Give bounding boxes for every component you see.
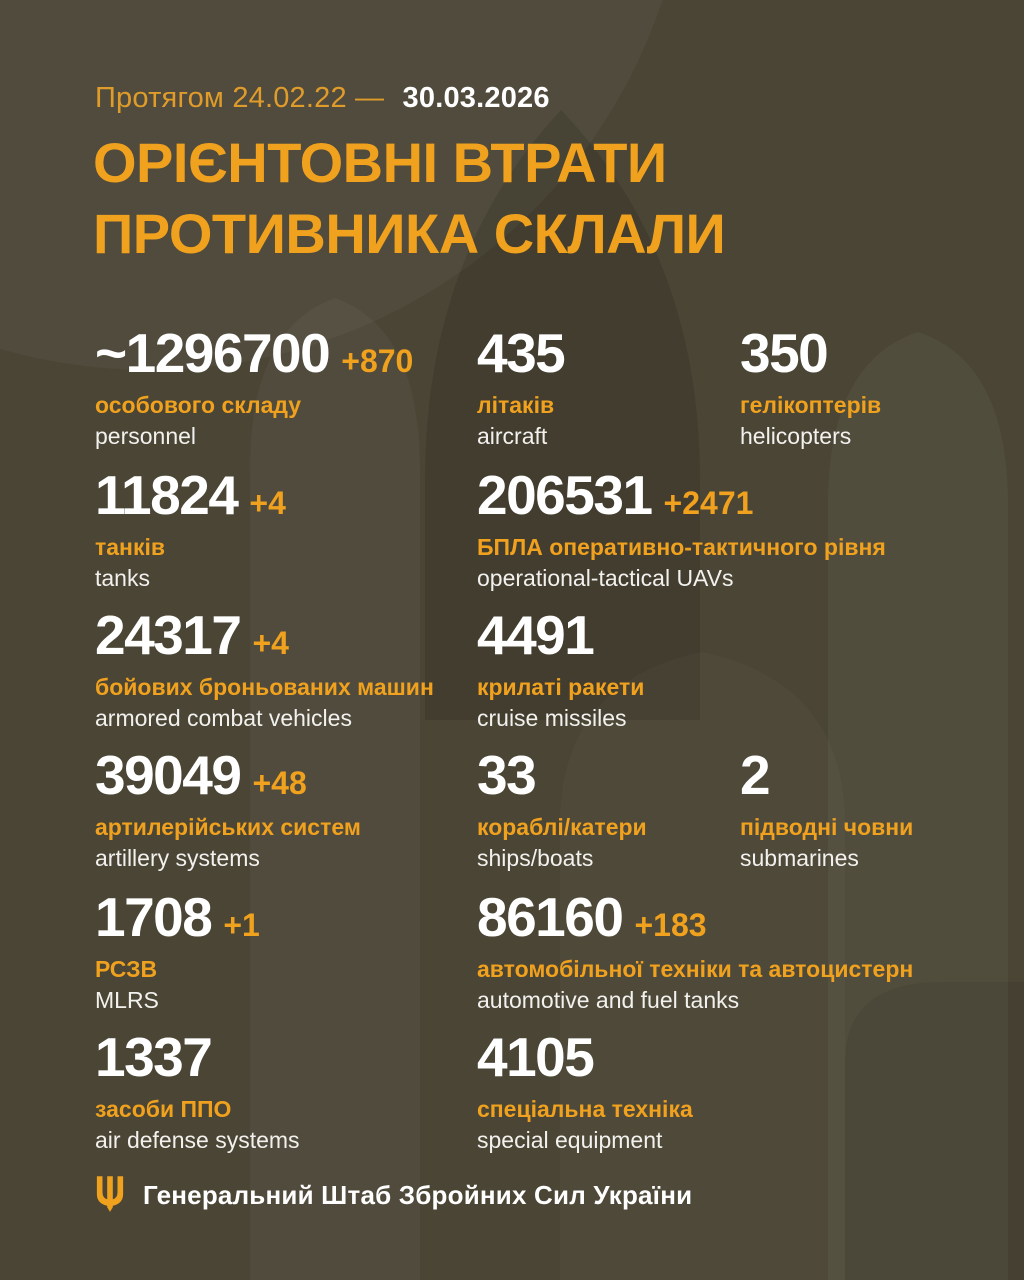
stat-label-en: tanks bbox=[95, 564, 150, 591]
stat-value: 350 bbox=[740, 322, 829, 384]
stat-label-en: ships/boats bbox=[477, 844, 594, 871]
stat-label-en: MLRS bbox=[95, 986, 159, 1013]
page-title: ОРІЄНТОВНІ ВТРАТИ ПРОТИВНИКА СКЛАЛИ bbox=[93, 128, 726, 269]
stat-value: 86160 bbox=[477, 886, 624, 948]
stat-label-en: submarines bbox=[740, 844, 859, 871]
stat-value: 2 bbox=[740, 744, 771, 806]
stat-value: 39049 bbox=[95, 744, 242, 806]
stat-submarines: 2 підводні човни submarines bbox=[740, 748, 913, 873]
stat-label-en: air defense systems bbox=[95, 1126, 300, 1153]
stat-label-uk: крилаті ракети bbox=[477, 674, 645, 700]
stat-label-uk: РСЗВ bbox=[95, 956, 158, 982]
period-start: Протягом 24.02.22 — bbox=[95, 82, 385, 114]
stat-value: 4491 bbox=[477, 604, 595, 666]
stat-label-uk: автомобільної техніки та автоцистерн bbox=[477, 956, 914, 982]
stat-label-uk: бойових броньованих машин bbox=[95, 674, 434, 700]
stat-tanks: 11824 +4 танків tanks bbox=[95, 468, 286, 593]
stat-armored-combat-vehicles: 24317 +4 бойових броньованих машин armore… bbox=[95, 608, 434, 733]
stat-mlrs: 1708 +1 РСЗВ MLRS bbox=[95, 890, 260, 1015]
stat-delta: +4 bbox=[252, 625, 289, 661]
stat-label-en: operational-tactical UAVs bbox=[477, 564, 734, 591]
stat-uavs: 206531 +2471 БПЛА оперативно-тактичного р… bbox=[477, 468, 886, 593]
stat-label-en: artillery systems bbox=[95, 844, 260, 871]
stat-artillery-systems: 39049 +48 артилерійських систем artillery… bbox=[95, 748, 361, 873]
stat-label-uk: спеціальна техніка bbox=[477, 1096, 693, 1122]
stat-air-defense: 1337 засоби ППО air defense systems bbox=[95, 1030, 300, 1155]
stat-label-en: cruise missiles bbox=[477, 704, 627, 731]
report-period: Протягом 24.02.22 — 30.03.2026 bbox=[95, 82, 550, 115]
stat-personnel: ~1296700 +870 особового складу personnel bbox=[95, 326, 413, 451]
stat-automotive-fuel-tanks: 86160 +183 автомобільної техніки та автоц… bbox=[477, 890, 913, 1015]
stat-delta: +1 bbox=[223, 907, 260, 943]
stat-delta: +183 bbox=[634, 907, 707, 943]
stat-label-uk: танків bbox=[95, 534, 165, 560]
stat-ships-boats: 33 кораблі/катери ships/boats bbox=[477, 748, 647, 873]
stat-value: 33 bbox=[477, 744, 537, 806]
stat-label-uk: артилерійських систем bbox=[95, 814, 361, 840]
stat-value: 435 bbox=[477, 322, 566, 384]
stat-value: 1708 bbox=[95, 886, 213, 948]
stat-value: ~1296700 bbox=[95, 322, 331, 384]
stat-label-uk: засоби ППО bbox=[95, 1096, 232, 1122]
stat-delta: +2471 bbox=[663, 485, 754, 521]
stat-label-en: helicopters bbox=[740, 422, 852, 449]
stat-value: 4105 bbox=[477, 1026, 595, 1088]
stat-aircraft: 435 літаків aircraft bbox=[477, 326, 566, 451]
footer-org-name: Генеральний Штаб Збройних Сил України bbox=[143, 1179, 693, 1210]
stat-label-uk: БПЛА оперативно-тактичного рівня bbox=[477, 534, 886, 560]
trident-icon bbox=[96, 1176, 124, 1212]
stat-label-uk: кораблі/катери bbox=[477, 814, 647, 840]
stat-helicopters: 350 гелікоптерів helicopters bbox=[740, 326, 881, 451]
stat-value: 1337 bbox=[95, 1026, 213, 1088]
stat-label-uk: гелікоптерів bbox=[740, 392, 882, 418]
stat-value: 24317 bbox=[95, 604, 242, 666]
stat-delta: +4 bbox=[249, 485, 286, 521]
stat-cruise-missiles: 4491 крилаті ракети cruise missiles bbox=[477, 608, 644, 733]
stat-label-uk: підводні човни bbox=[740, 814, 914, 840]
footer: Генеральний Штаб Збройних Сил України bbox=[95, 1176, 692, 1214]
title-line-2: ПРОТИВНИКА СКЛАЛИ bbox=[93, 201, 726, 265]
stat-special-equipment: 4105 спеціальна техніка special equipmen… bbox=[477, 1030, 693, 1155]
title-line-1: ОРІЄНТОВНІ ВТРАТИ bbox=[93, 131, 667, 194]
stat-label-uk: особового складу bbox=[95, 392, 302, 418]
period-end-date: 30.03.2026 bbox=[402, 82, 550, 114]
stat-label-uk: літаків bbox=[477, 392, 555, 418]
stat-label-en: personnel bbox=[95, 422, 197, 449]
stat-delta: +870 bbox=[341, 343, 414, 379]
stat-label-en: aircraft bbox=[477, 422, 548, 449]
stat-value: 206531 bbox=[477, 464, 653, 526]
stat-label-en: special equipment bbox=[477, 1126, 663, 1153]
stat-delta: +48 bbox=[252, 765, 307, 801]
stat-value: 11824 bbox=[95, 464, 239, 526]
stat-label-en: armored combat vehicles bbox=[95, 704, 352, 731]
stat-label-en: automotive and fuel tanks bbox=[477, 986, 740, 1013]
